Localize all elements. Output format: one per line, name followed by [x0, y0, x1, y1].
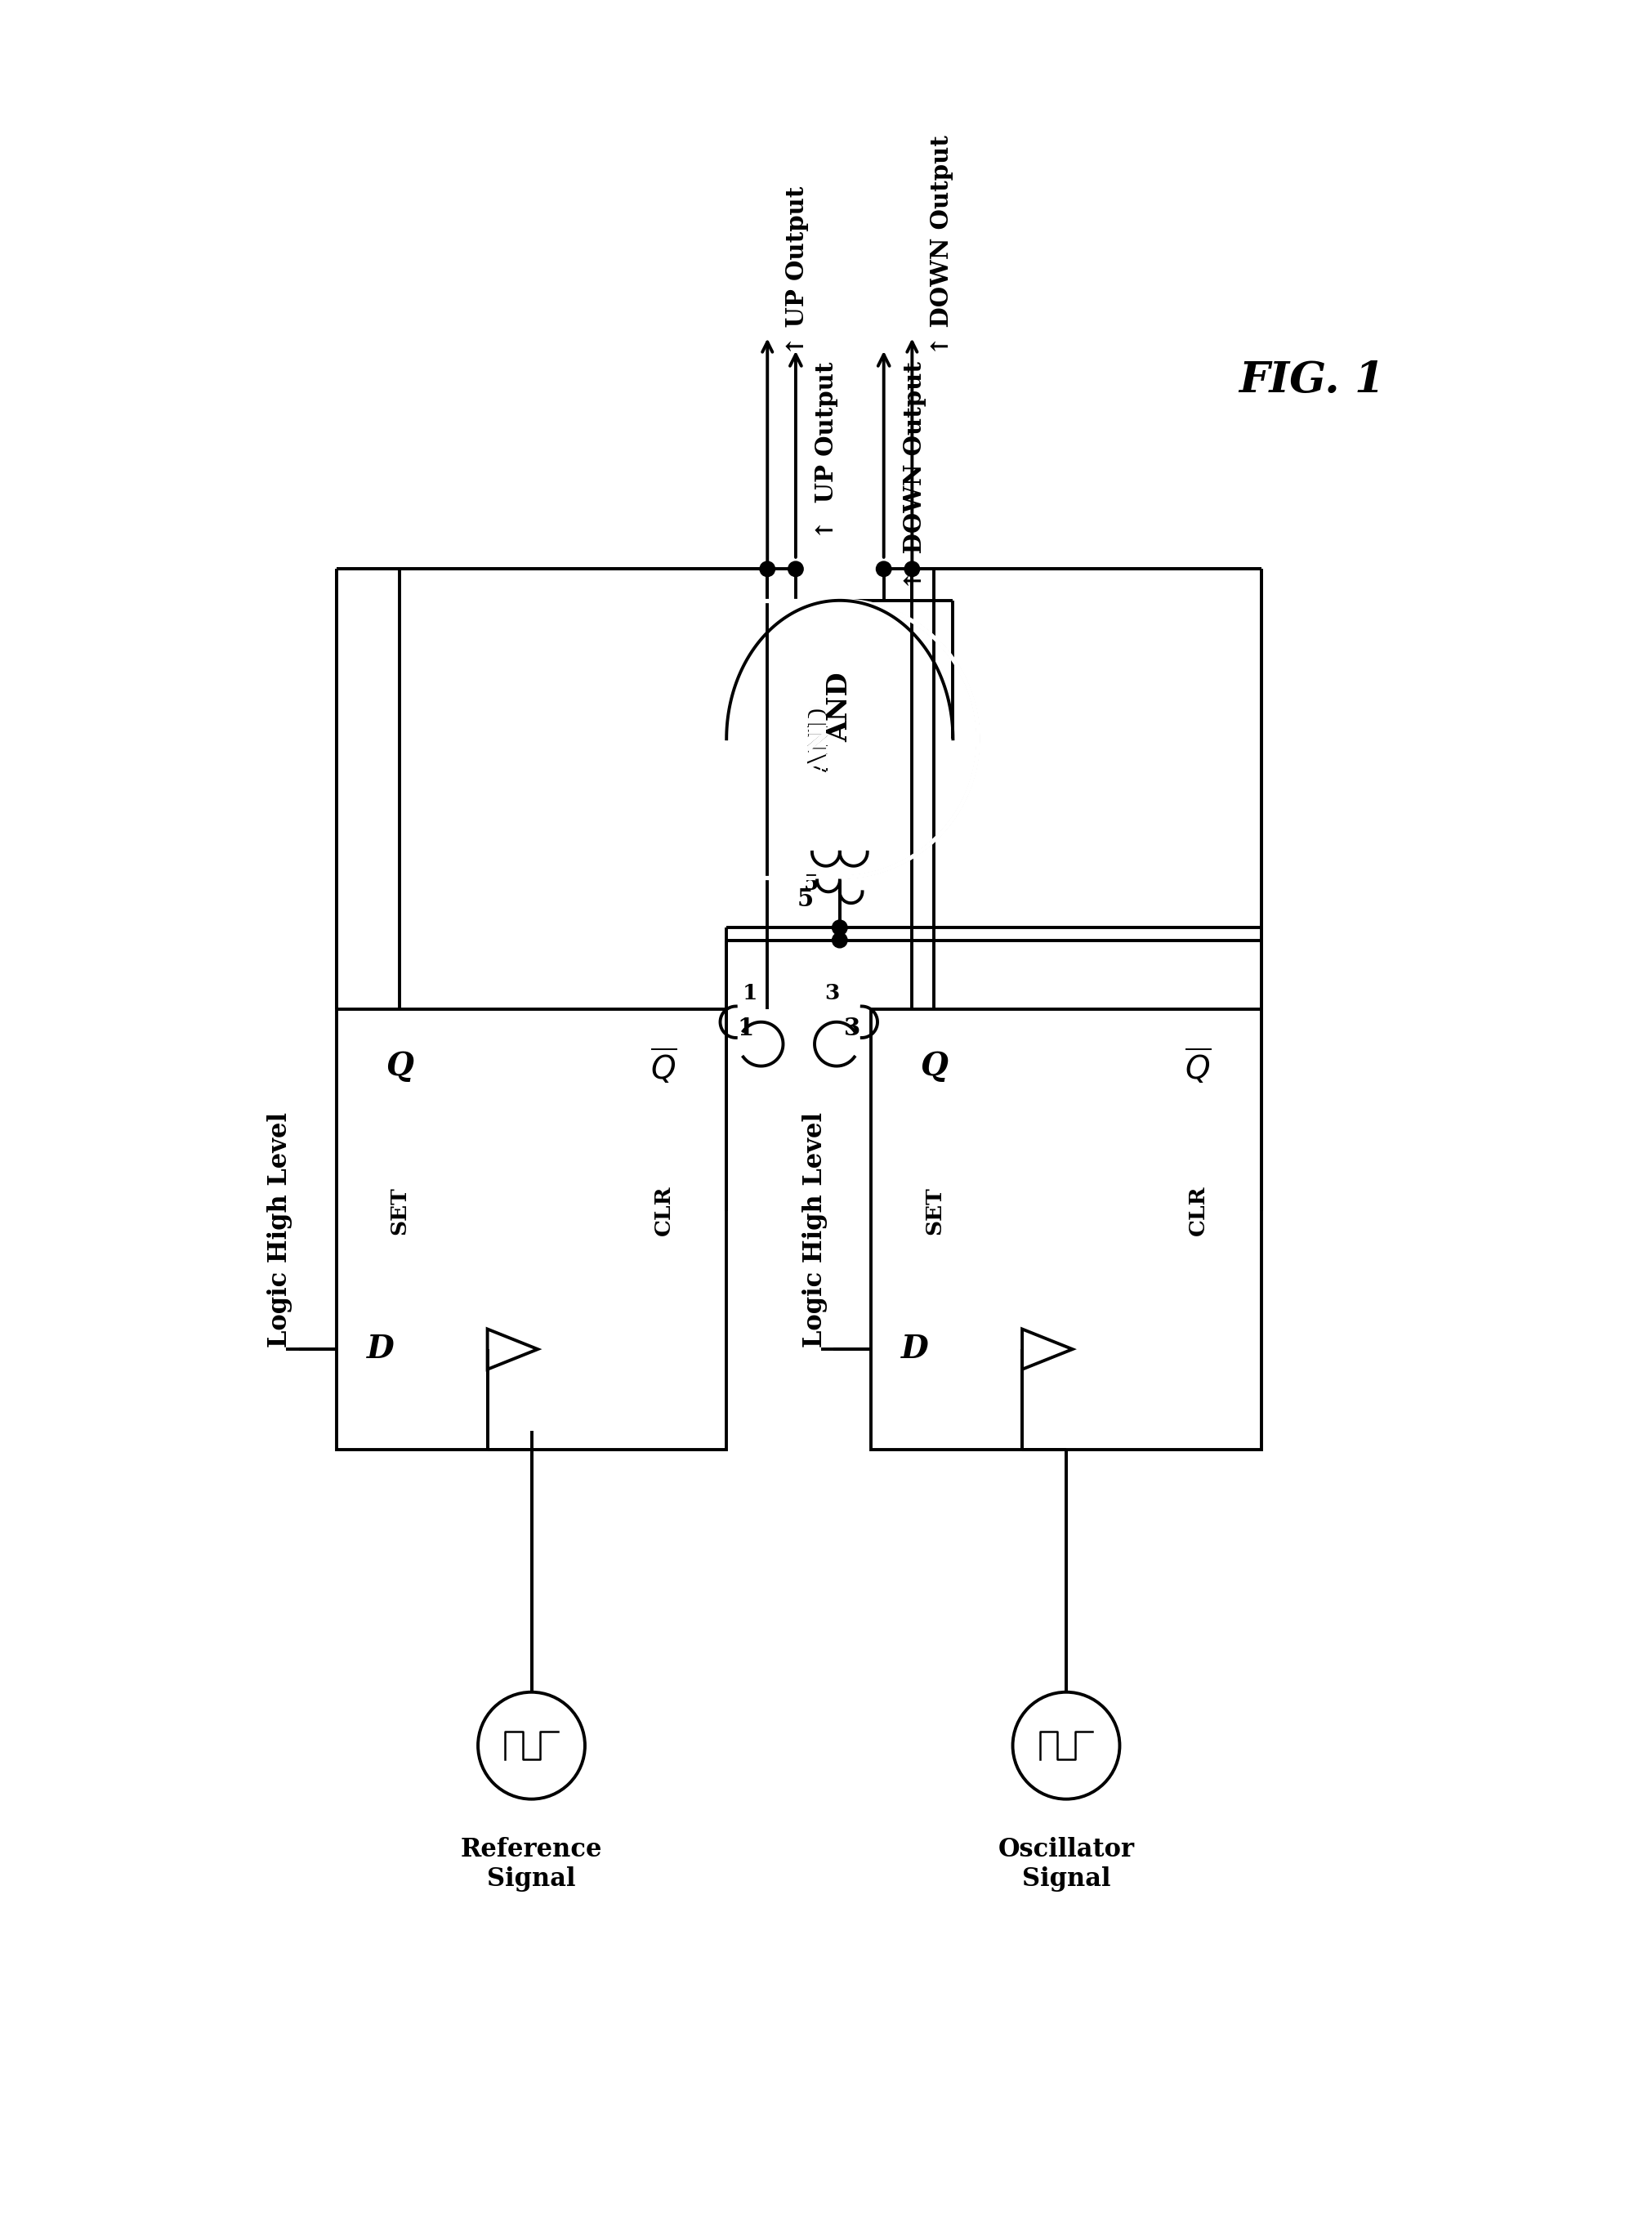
Text: ↑  DOWN Output: ↑ DOWN Output: [902, 361, 927, 591]
Text: 5: 5: [805, 874, 819, 894]
Circle shape: [788, 562, 803, 578]
Text: 1: 1: [742, 983, 757, 1003]
Text: $\overline{Q}$: $\overline{Q}$: [651, 1046, 677, 1086]
Bar: [871, 1010, 1260, 1450]
Text: Logic High Level: Logic High Level: [801, 1113, 828, 1347]
Text: 1: 1: [737, 1017, 753, 1039]
Text: Logic High Level: Logic High Level: [268, 1113, 292, 1347]
Circle shape: [833, 932, 847, 948]
Text: ↑ DOWN Output: ↑ DOWN Output: [930, 134, 953, 355]
Text: AND: AND: [808, 705, 834, 774]
Text: D: D: [367, 1334, 395, 1365]
Text: 3: 3: [824, 983, 839, 1003]
Text: SET: SET: [923, 1186, 945, 1235]
Circle shape: [833, 921, 847, 934]
Text: Reference
Signal: Reference Signal: [461, 1838, 603, 1891]
Text: FIG. 1: FIG. 1: [1239, 359, 1384, 401]
Text: 3: 3: [844, 1017, 861, 1039]
Text: SET: SET: [390, 1186, 410, 1235]
Text: Q: Q: [920, 1050, 948, 1082]
Text: Oscillator
Signal: Oscillator Signal: [998, 1838, 1135, 1891]
Circle shape: [876, 562, 892, 578]
Text: AND: AND: [806, 700, 834, 776]
Text: ↑ UP Output: ↑ UP Output: [785, 185, 809, 355]
Text: AND: AND: [826, 673, 852, 743]
Text: 5: 5: [796, 888, 813, 912]
Text: D: D: [902, 1334, 928, 1365]
Text: ↑  UP Output: ↑ UP Output: [814, 361, 838, 540]
Text: CLR: CLR: [654, 1186, 674, 1235]
Bar: [337, 1010, 727, 1450]
Text: CLR: CLR: [1188, 1186, 1209, 1235]
Circle shape: [760, 562, 775, 578]
Circle shape: [905, 562, 920, 578]
Text: Q: Q: [385, 1050, 413, 1082]
Text: $\overline{Q}$: $\overline{Q}$: [1184, 1046, 1211, 1086]
